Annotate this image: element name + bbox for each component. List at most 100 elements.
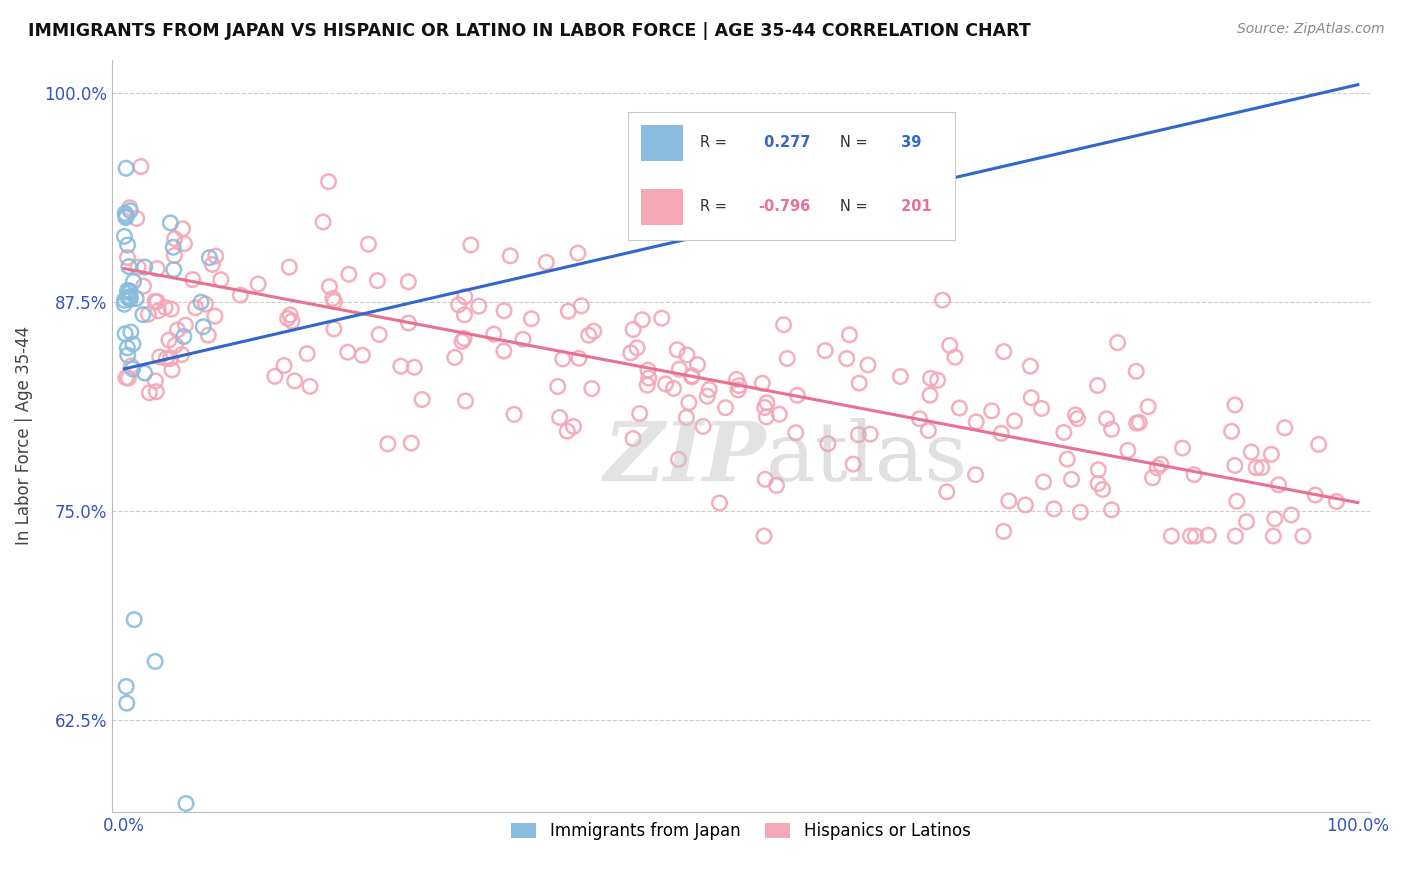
Point <box>859 427 882 442</box>
Point <box>786 388 808 402</box>
Point <box>1146 460 1168 475</box>
Point <box>993 344 1015 359</box>
Point <box>751 376 773 391</box>
Point <box>817 436 839 450</box>
Point <box>323 294 346 309</box>
Point <box>993 524 1015 539</box>
Point <box>1244 460 1267 475</box>
Point <box>990 426 1012 441</box>
Point <box>277 311 299 326</box>
Point <box>160 363 183 377</box>
Point <box>1004 414 1026 428</box>
Point <box>666 343 689 357</box>
Point <box>768 407 790 421</box>
Point <box>165 338 187 352</box>
Point <box>582 324 605 338</box>
Point <box>468 299 491 313</box>
Point <box>714 401 737 415</box>
Point <box>163 262 186 277</box>
Point <box>492 343 515 358</box>
Point <box>1223 458 1246 473</box>
Point <box>322 322 344 336</box>
Point <box>1160 529 1182 543</box>
Point <box>557 304 579 318</box>
Point <box>1069 505 1091 519</box>
Point <box>785 425 807 440</box>
Point <box>1223 398 1246 412</box>
Point <box>118 285 141 300</box>
Point <box>1101 422 1123 436</box>
Point <box>755 395 778 409</box>
Point <box>1279 508 1302 522</box>
Point <box>336 345 359 359</box>
Point <box>174 318 197 332</box>
Point <box>159 351 181 366</box>
Point <box>166 323 188 337</box>
Point <box>548 410 571 425</box>
Text: IMMIGRANTS FROM JAPAN VS HISPANIC OR LATINO IN LABOR FORCE | AGE 35-44 CORRELATI: IMMIGRANTS FROM JAPAN VS HISPANIC OR LAT… <box>28 22 1031 40</box>
Point <box>284 374 307 388</box>
Point <box>278 308 301 322</box>
Point <box>503 408 526 422</box>
Point <box>1087 476 1109 491</box>
Point <box>312 215 335 229</box>
Point <box>1267 477 1289 491</box>
Point <box>451 334 474 349</box>
Point <box>842 457 865 471</box>
Point <box>555 424 578 438</box>
Point <box>482 327 505 342</box>
Point <box>1264 512 1286 526</box>
Point <box>447 298 470 312</box>
Point <box>728 378 751 392</box>
Point <box>162 240 184 254</box>
Point <box>754 472 776 486</box>
Point <box>460 238 482 252</box>
Point <box>1137 400 1160 414</box>
Point <box>120 203 142 218</box>
Point <box>1056 452 1078 467</box>
Point <box>1184 529 1206 543</box>
Point <box>678 395 700 409</box>
Point <box>117 284 139 298</box>
Point <box>1236 515 1258 529</box>
Point <box>1125 364 1147 378</box>
Point <box>918 388 941 402</box>
Point <box>281 314 304 328</box>
Point <box>1303 488 1326 502</box>
Point <box>121 362 143 376</box>
Point <box>194 297 217 311</box>
Point <box>1274 421 1296 435</box>
Point <box>676 348 699 362</box>
Point <box>668 362 690 376</box>
Y-axis label: In Labor Force | Age 35-44: In Labor Force | Age 35-44 <box>15 326 32 545</box>
Point <box>547 379 569 393</box>
Point <box>512 332 534 346</box>
Point <box>264 369 287 384</box>
Point <box>943 350 966 364</box>
Text: atlas: atlas <box>766 418 969 499</box>
Point <box>628 407 651 421</box>
Point <box>681 368 703 383</box>
Point <box>322 291 344 305</box>
Point <box>662 381 685 395</box>
Point <box>143 294 166 309</box>
Point <box>1095 412 1118 426</box>
Point <box>170 348 193 362</box>
Point <box>454 290 477 304</box>
Point <box>174 797 197 811</box>
Point <box>562 419 585 434</box>
Point <box>160 302 183 317</box>
Point <box>193 319 215 334</box>
Point <box>571 299 593 313</box>
Point <box>754 401 776 415</box>
Point <box>115 161 138 176</box>
Point <box>145 384 167 399</box>
Point <box>631 312 654 326</box>
Text: ZIP: ZIP <box>603 418 766 499</box>
Point <box>917 424 939 438</box>
Point <box>654 377 676 392</box>
Text: Source: ZipAtlas.com: Source: ZipAtlas.com <box>1237 22 1385 37</box>
Point <box>132 279 155 293</box>
Point <box>567 246 589 260</box>
Point <box>155 351 177 366</box>
